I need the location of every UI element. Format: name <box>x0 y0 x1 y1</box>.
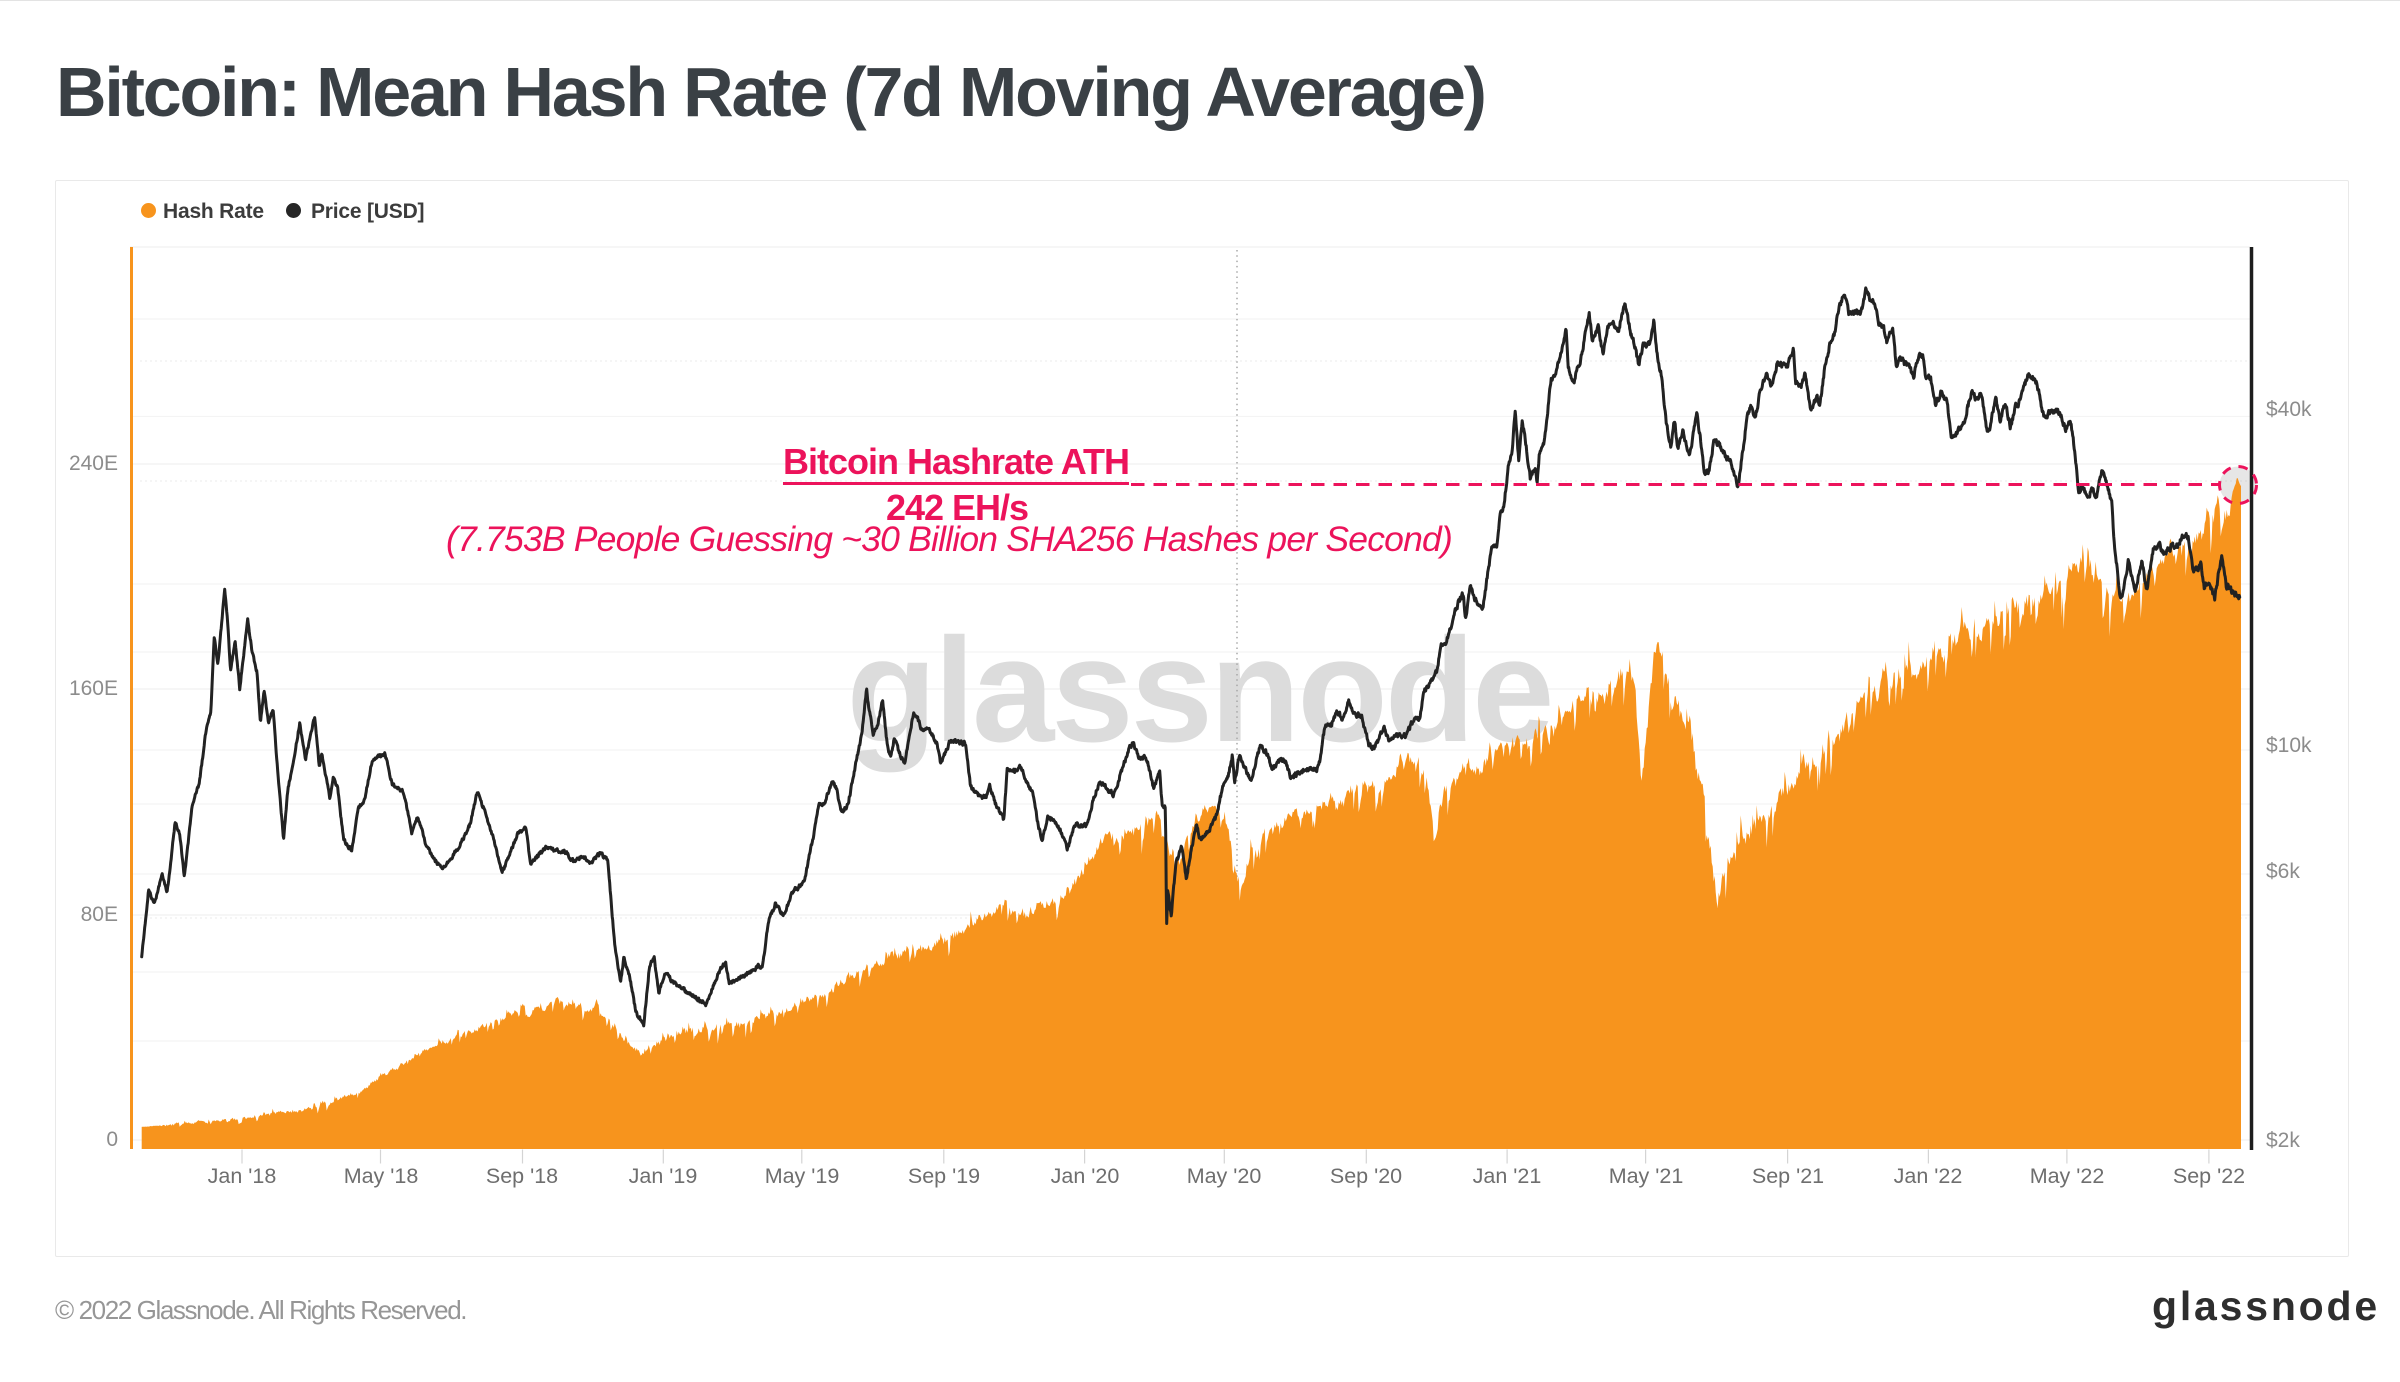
svg-text:glassnode: glassnode <box>847 608 1552 773</box>
